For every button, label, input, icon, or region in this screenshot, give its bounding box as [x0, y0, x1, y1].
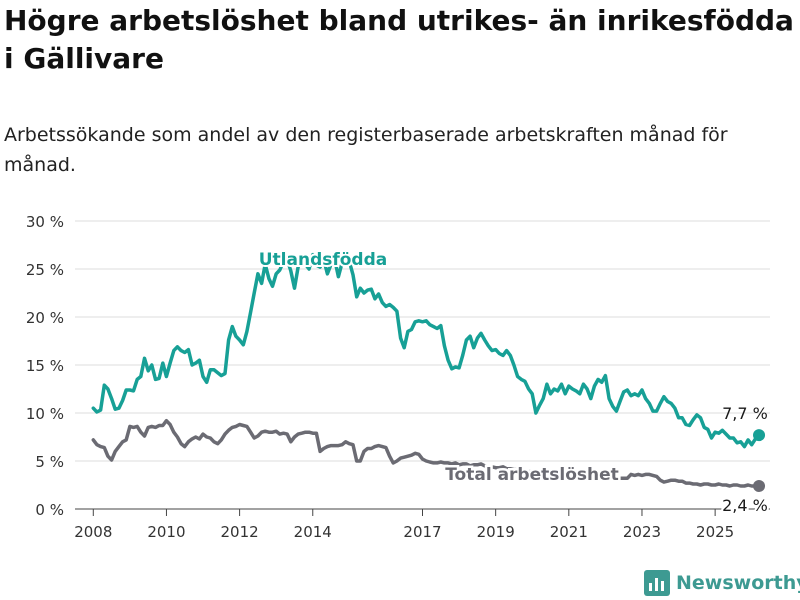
end-value-total: 2,4 % [722, 496, 768, 515]
x-axis-ticks: 2008 2010 2012 2014 2017 2019 2021 2023 2025 [74, 509, 734, 541]
y-tick-label: 0 % [35, 501, 64, 519]
x-tick-label: 2019 [477, 523, 515, 541]
y-tick-label: 10 % [26, 405, 64, 423]
series-labels: Utlandsfödda Total arbetslöshet 7,7 % 2,4 % [257, 248, 770, 517]
x-tick-label: 2012 [221, 523, 259, 541]
series-label-utlandsfodda: Utlandsfödda [259, 250, 388, 270]
y-tick-label: 20 % [26, 309, 64, 327]
y-tick-label: 25 % [26, 261, 64, 279]
brand-name: Newsworthy [676, 572, 800, 594]
x-tick-label: 2017 [403, 523, 441, 541]
series-end-point [753, 429, 766, 442]
x-tick-label: 2021 [550, 523, 588, 541]
series-lines [91, 252, 766, 492]
y-tick-label: 5 % [35, 453, 64, 471]
chart-title: Högre arbetslöshet bland utrikes- än inr… [4, 4, 794, 75]
end-value-utlandsfodda: 7,7 % [722, 404, 768, 423]
x-tick-label: 2025 [696, 523, 734, 541]
x-tick-label: 2008 [74, 523, 112, 541]
gridlines [75, 220, 770, 510]
chart-subtitle: Arbetssökande som andel av den registerb… [4, 124, 728, 176]
x-tick-label: 2010 [147, 523, 185, 541]
newsworthy-logo-icon [644, 570, 670, 596]
series-label-total: Total arbetslöshet [445, 465, 619, 485]
y-axis-ticks: 0 % 5 % 10 % 15 % 20 % 25 % 30 % [26, 213, 64, 519]
brand-logo: Newsworthy [644, 566, 800, 600]
y-tick-label: 15 % [26, 357, 64, 375]
series-line-utlandsfodda [91, 252, 761, 449]
y-tick-label: 30 % [26, 213, 64, 231]
series-line-total [91, 418, 761, 488]
series-end-point [753, 479, 766, 492]
x-tick-label: 2023 [623, 523, 661, 541]
x-tick-label: 2014 [294, 523, 332, 541]
